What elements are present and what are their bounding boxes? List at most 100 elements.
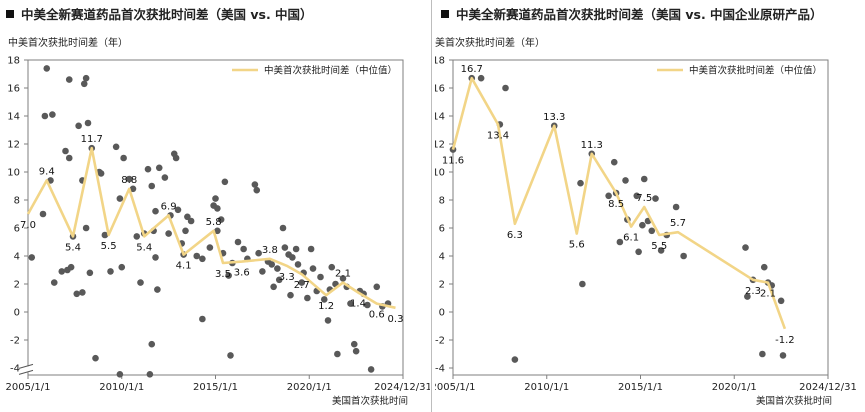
- y-tick-label: 10: [7, 168, 20, 179]
- data-point: [39, 210, 47, 218]
- data-point: [193, 252, 201, 260]
- data-point: [648, 227, 656, 235]
- data-point: [41, 112, 49, 120]
- x-tick-label: 2020/1/1: [712, 382, 757, 393]
- median-data-label: 5.4: [136, 242, 152, 253]
- data-point: [154, 286, 161, 293]
- data-point: [65, 154, 73, 162]
- x-tick-label: 2024/12/31: [799, 382, 857, 393]
- median-data-label: 8.5: [608, 199, 624, 210]
- median-data-label: 7.5: [636, 193, 652, 204]
- data-point: [577, 179, 584, 187]
- data-point: [73, 290, 81, 298]
- data-point: [324, 317, 332, 324]
- plot-frame: [452, 59, 829, 376]
- data-point: [367, 366, 375, 373]
- x-tick-label: 2010/1/1: [524, 382, 569, 393]
- y-tick-label: 8: [14, 196, 20, 207]
- data-point: [744, 293, 751, 300]
- y-tick-label: 12: [435, 140, 445, 151]
- y-tick-label: 14: [7, 112, 20, 123]
- y-tick-label: 16: [7, 84, 20, 95]
- data-point: [234, 238, 242, 246]
- data-point: [680, 252, 687, 260]
- chart-title-text: 中美全新赛道药品首次获批时间差（美国 vs. 中国企业原研产品）: [456, 7, 823, 22]
- y-tick-label: 12: [7, 140, 20, 151]
- data-point: [80, 80, 88, 88]
- y-tick-label: 8: [439, 196, 445, 207]
- median-data-label: 5.7: [670, 218, 686, 229]
- data-point: [116, 371, 124, 378]
- data-point: [182, 227, 189, 235]
- median-data-label: 7.0: [20, 220, 36, 231]
- data-point: [217, 216, 225, 223]
- data-point: [633, 192, 641, 200]
- chart-title: 中美全新赛道药品首次获批时间差（美国 vs. 中国）: [6, 4, 313, 23]
- data-point: [275, 276, 283, 284]
- data-point: [251, 181, 259, 188]
- data-point: [172, 154, 180, 162]
- median-data-label: 11.6: [442, 156, 464, 167]
- data-point: [635, 248, 642, 256]
- chart-title-text: 中美全新赛道药品首次获批时间差（美国 vs. 中国）: [21, 7, 313, 22]
- data-point: [137, 279, 144, 286]
- title-marker-icon: [6, 10, 14, 18]
- data-point: [605, 192, 612, 200]
- data-point: [270, 283, 277, 291]
- median-data-label: 1.4: [350, 298, 366, 309]
- y-axis-label: 中美首次获批时间差（年）: [435, 36, 545, 49]
- y-tick-label: 4: [439, 252, 445, 263]
- median-data-label: 6.9: [161, 201, 177, 212]
- data-point: [43, 65, 51, 72]
- data-point: [155, 164, 163, 172]
- data-point: [672, 203, 680, 211]
- panel-divider: [431, 0, 432, 412]
- median-data-label: 2.7: [294, 280, 310, 291]
- data-point: [86, 269, 94, 277]
- data-point: [79, 289, 86, 296]
- data-point: [210, 202, 217, 209]
- x-tick-label: 2005/1/1: [6, 382, 51, 393]
- y-tick-label: 18: [7, 56, 20, 67]
- x-tick-label: 2005/1/1: [435, 382, 475, 393]
- data-point: [82, 224, 90, 232]
- median-data-label: 6.1: [623, 233, 639, 244]
- x-axis-label: 美国首次获批时间: [756, 395, 832, 407]
- data-point: [118, 263, 126, 271]
- data-point: [317, 273, 324, 281]
- data-point: [279, 224, 287, 232]
- data-point: [97, 170, 105, 177]
- y-tick-label: -2: [435, 336, 445, 347]
- x-tick-label: 2015/1/1: [618, 382, 663, 393]
- axis-break-gap: [20, 366, 32, 373]
- data-point: [742, 244, 749, 251]
- data-point: [307, 245, 315, 253]
- data-point: [101, 231, 109, 239]
- y-tick-label: -2: [10, 336, 20, 347]
- title-marker-icon: [441, 10, 449, 18]
- y-tick-label: 2: [14, 280, 20, 291]
- chart-panel-left: 中美全新赛道药品首次获批时间差（美国 vs. 中国） 中美首次获批时间差（年） -…: [0, 0, 430, 412]
- data-point: [364, 301, 371, 309]
- data-point: [165, 230, 172, 237]
- median-data-label: 5.5: [101, 241, 117, 252]
- data-point: [92, 354, 99, 362]
- y-tick-label: 2: [439, 280, 445, 291]
- data-point: [75, 122, 82, 130]
- median-data-label: 8.8: [121, 175, 137, 186]
- data-point: [511, 356, 519, 363]
- legend-label: 中美首次获批时间差（中位值）: [264, 65, 397, 77]
- data-point: [107, 268, 114, 275]
- data-point: [779, 352, 787, 359]
- median-data-label: 2.1: [335, 269, 351, 280]
- data-point: [294, 261, 302, 268]
- data-point: [129, 185, 137, 193]
- data-point: [146, 371, 154, 378]
- median-data-label: 3.8: [262, 245, 278, 256]
- data-point: [65, 76, 73, 83]
- x-tick-label: 2020/1/1: [287, 382, 332, 393]
- x-tick-label: 2015/1/1: [193, 382, 238, 393]
- data-point: [62, 147, 69, 155]
- median-data-label: 2.3: [745, 286, 761, 297]
- median-data-label: 5.4: [65, 242, 81, 253]
